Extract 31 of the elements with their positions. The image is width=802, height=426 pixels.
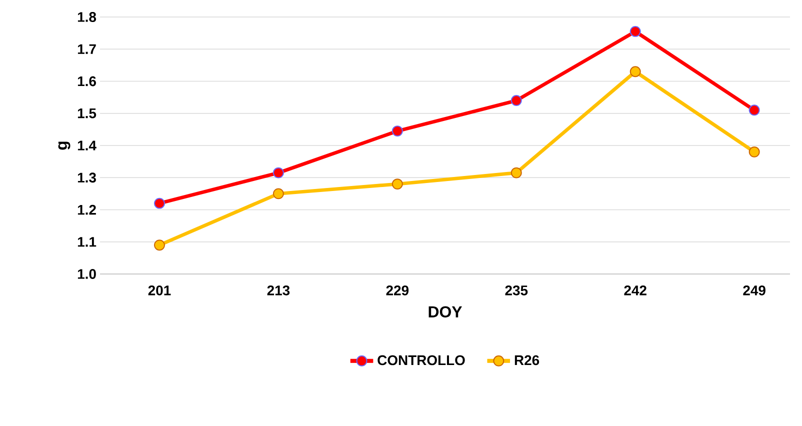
y-tick-label: 1.4	[78, 140, 96, 150]
point	[630, 66, 641, 78]
y-tick-label: 1.2	[78, 204, 96, 215]
x-tick-label: 213	[267, 285, 290, 296]
point	[392, 126, 403, 137]
point	[154, 198, 165, 209]
x-tick-label: 201	[148, 285, 171, 296]
y-tick-label: 1.1	[78, 237, 96, 247]
x-tick-label: 242	[624, 285, 646, 296]
y-tick-label: 1.3	[78, 172, 96, 183]
legend-label: R26	[514, 355, 540, 366]
y-tick-label: 1.5	[78, 108, 96, 118]
point	[748, 104, 760, 116]
point	[392, 178, 403, 190]
legend-label: CONTROLLO	[378, 355, 465, 366]
x-tick-label: 249	[743, 285, 766, 296]
point	[630, 26, 641, 37]
y-tick-label: 1.6	[78, 76, 96, 86]
x-axis-title: DOY	[428, 306, 462, 318]
point	[510, 167, 522, 178]
x-tick-label: 229	[386, 285, 409, 296]
point	[272, 188, 284, 200]
y-tick-label: 1.0	[78, 269, 96, 279]
point	[154, 240, 165, 251]
point	[748, 146, 760, 158]
point	[510, 95, 522, 106]
y-tick-label: 1.7	[78, 44, 96, 54]
y-axis-title: g	[58, 142, 70, 150]
x-tick-label: 235	[505, 285, 528, 296]
point	[272, 167, 284, 178]
y-tick-label: 1.8	[78, 12, 96, 22]
